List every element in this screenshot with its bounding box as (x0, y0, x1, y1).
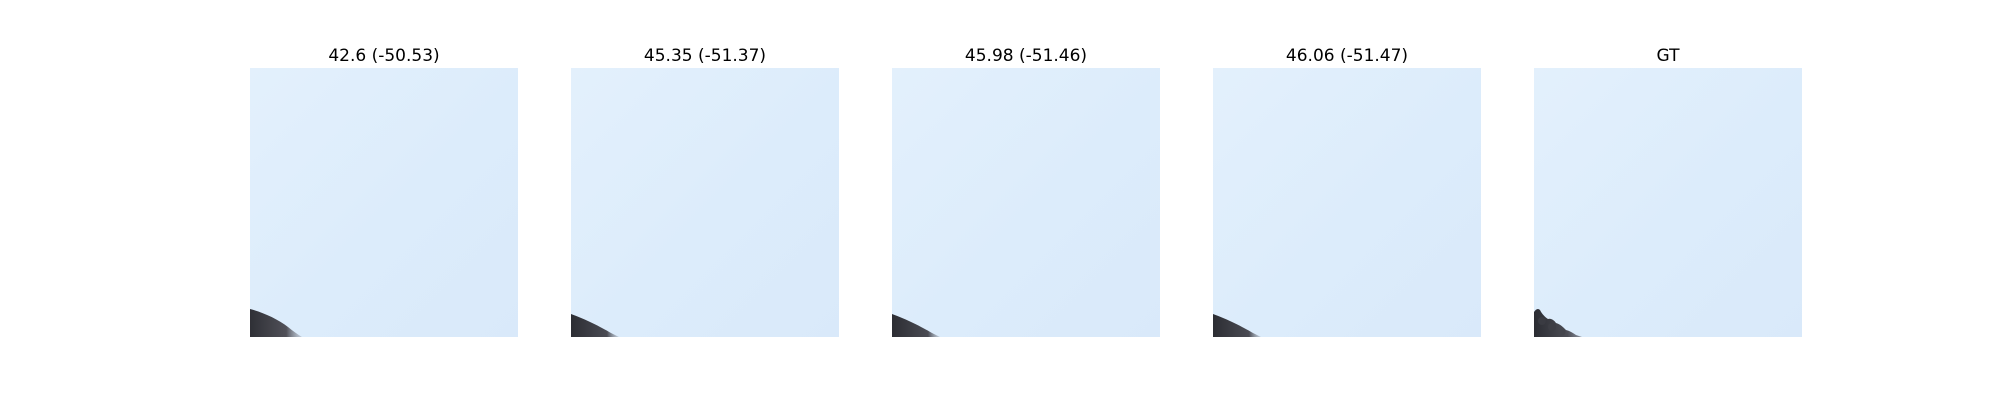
panel-title: 42.6 (-50.53) (328, 46, 440, 66)
dark-object-corner (892, 314, 940, 337)
panel-title: 45.98 (-51.46) (964, 46, 1088, 66)
panel-title: 45.35 (-51.37) (643, 46, 767, 66)
panel-image (892, 68, 1160, 337)
dark-object-corner (250, 309, 302, 337)
panel-prediction-4: 46.06 (-51.47) (1213, 44, 1481, 337)
panel-image (571, 68, 839, 337)
dark-object-corner (1213, 314, 1261, 337)
panel-prediction-3: 45.98 (-51.46) (892, 44, 1160, 337)
panel-image (250, 68, 518, 337)
panel-image (1534, 68, 1802, 337)
dark-object-corner (1534, 308, 1582, 337)
panel-prediction-2: 45.35 (-51.37) (571, 44, 839, 337)
panel-ground-truth: GT (1534, 44, 1802, 337)
dark-object-corner (571, 314, 619, 337)
panel-title: GT (1656, 46, 1680, 66)
panel-image (1213, 68, 1481, 337)
panel-title: 46.06 (-51.47) (1285, 46, 1409, 66)
panel-prediction-1: 42.6 (-50.53) (250, 44, 518, 337)
